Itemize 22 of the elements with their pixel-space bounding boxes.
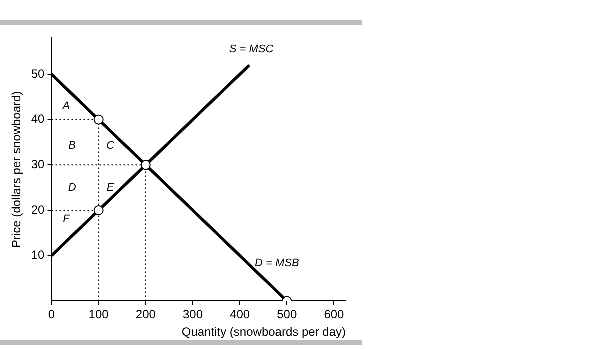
y-tick-label: 20 — [31, 202, 46, 217]
annotation: F — [63, 214, 72, 226]
y-tick-label: 40 — [31, 112, 46, 126]
x-tick-label: 600 — [324, 308, 345, 322]
annotation: A — [62, 100, 70, 113]
x-axis-title: Quantity (snowboards per day) — [182, 325, 346, 340]
x-tick-label: 400 — [230, 308, 250, 322]
annotation: E — [106, 182, 115, 194]
x-tick-label: 200 — [136, 308, 156, 322]
y-axis-title: Price (dollars per snowboard) — [10, 91, 24, 248]
x-tick-label: 300 — [182, 308, 204, 322]
y-tick-label: 50 — [31, 66, 46, 81]
series-label: D = MSB — [254, 257, 300, 270]
series-label: S = MSC — [229, 43, 274, 56]
x-tick-label: 100 — [88, 308, 110, 322]
annotation: D — [68, 182, 76, 194]
y-tick-label: 30 — [31, 157, 46, 172]
y-tick-label: 10 — [31, 248, 46, 262]
x-tick-label: 0 — [48, 308, 56, 322]
x-tick-label: 500 — [277, 308, 298, 322]
annotation: B — [68, 140, 76, 152]
annotation: C — [106, 140, 115, 152]
